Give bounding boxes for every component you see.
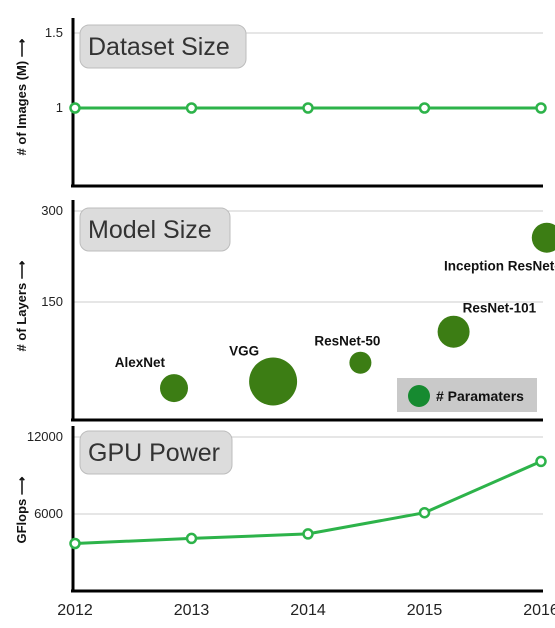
x-tick-labels: 2012 2013 2014 2015 2016 xyxy=(57,602,555,619)
xtick-label-2014: 2014 xyxy=(290,602,326,619)
bubble-label-inception-resnet-v2: Inception ResNet-v2 xyxy=(444,259,555,274)
bubble-label-resnet-50: ResNet-50 xyxy=(314,334,380,349)
dataset-size-point-2016 xyxy=(535,102,547,114)
legend-marker xyxy=(408,385,430,407)
title-box-model-size: Model Size xyxy=(79,207,231,252)
ytick-label-12000: 12000 xyxy=(27,429,63,444)
legend-label: # Paramaters xyxy=(436,388,524,404)
ytick-label-300: 300 xyxy=(41,203,63,218)
bubble-inception-resnet-v2 xyxy=(531,222,555,253)
title-box-dataset-size: Dataset Size xyxy=(79,24,247,69)
ytick-label-1-5: 1.5 xyxy=(45,25,63,40)
panel-model-size: 300 150 # of Layers ⟶ Model Size AlexNet… xyxy=(14,200,555,422)
dataset-size-point-2015 xyxy=(418,102,431,114)
gpu-power-point-2012 xyxy=(69,537,81,550)
xtick-label-2013: 2013 xyxy=(174,602,210,619)
gpu-power-point-2016 xyxy=(535,455,547,468)
title-box-bg xyxy=(79,207,231,252)
title-box-bg xyxy=(79,24,247,69)
ytick-label-1: 1 xyxy=(56,100,63,115)
panel-gpu-power: 12000 6000 GFlops ⟶ GPU Power 2012 2013 20… xyxy=(14,426,555,619)
title-box-bg xyxy=(79,430,233,475)
gpu-power-point-2014 xyxy=(302,528,314,540)
gpu-power-point-2015 xyxy=(418,506,431,519)
panel-dataset-size: 1.5 1 # of Images (M) ⟶ Dataset Size xyxy=(14,18,547,188)
series-points-dataset-size xyxy=(69,102,547,114)
ytick-label-150: 150 xyxy=(41,294,63,309)
bubble-vgg xyxy=(249,357,298,406)
gpu-power-point-2013 xyxy=(185,532,198,545)
panel-title-gpu-power: GPU Power xyxy=(88,439,220,467)
panel-title-model-size: Model Size xyxy=(88,216,212,244)
ylabel-layers: # of Layers ⟶ xyxy=(14,260,29,351)
series-points-gpu-power xyxy=(69,455,547,550)
panel-title-dataset-size: Dataset Size xyxy=(88,33,230,61)
dataset-size-point-2012 xyxy=(69,102,81,114)
dataset-size-point-2013 xyxy=(185,102,198,114)
xtick-label-2016: 2016 xyxy=(523,602,555,619)
dataset-size-point-2014 xyxy=(302,102,314,114)
title-box-gpu-power: GPU Power xyxy=(79,430,233,475)
legend: # Paramaters xyxy=(397,378,537,412)
xtick-label-2012: 2012 xyxy=(57,602,93,619)
bubble-label-vgg: VGG xyxy=(229,344,259,359)
bubble-label-resnet-101: ResNet-101 xyxy=(463,301,537,316)
bubbles-model-size: AlexNet VGG ResNet-50 ResNet-101 Inception R… xyxy=(115,222,555,406)
bubble-resnet-101 xyxy=(437,315,470,348)
ylabel-gflops: GFlops ⟶ xyxy=(14,476,29,543)
bubble-label-alexnet: AlexNet xyxy=(115,355,166,370)
bubble-alexnet xyxy=(160,374,188,403)
bubble-resnet-50 xyxy=(349,351,372,374)
ytick-label-6000: 6000 xyxy=(34,506,63,521)
ylabel-images: # of Images (M) ⟶ xyxy=(14,38,29,155)
xtick-label-2015: 2015 xyxy=(407,602,443,619)
